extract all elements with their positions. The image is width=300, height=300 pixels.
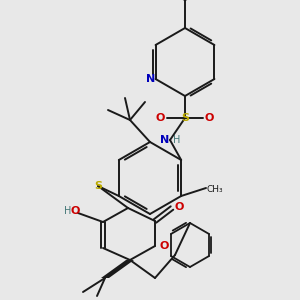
Text: N: N (146, 74, 155, 84)
Text: H: H (173, 135, 180, 145)
Text: O: O (175, 202, 184, 212)
Text: S: S (94, 181, 102, 191)
Polygon shape (101, 260, 134, 278)
Text: N: N (160, 135, 169, 145)
Text: O: O (156, 113, 165, 123)
Text: O: O (159, 241, 169, 251)
Text: H: H (64, 206, 71, 217)
Text: S: S (181, 113, 189, 123)
Text: O: O (205, 113, 214, 123)
Text: CH₃: CH₃ (207, 185, 223, 194)
Text: O: O (71, 206, 80, 217)
